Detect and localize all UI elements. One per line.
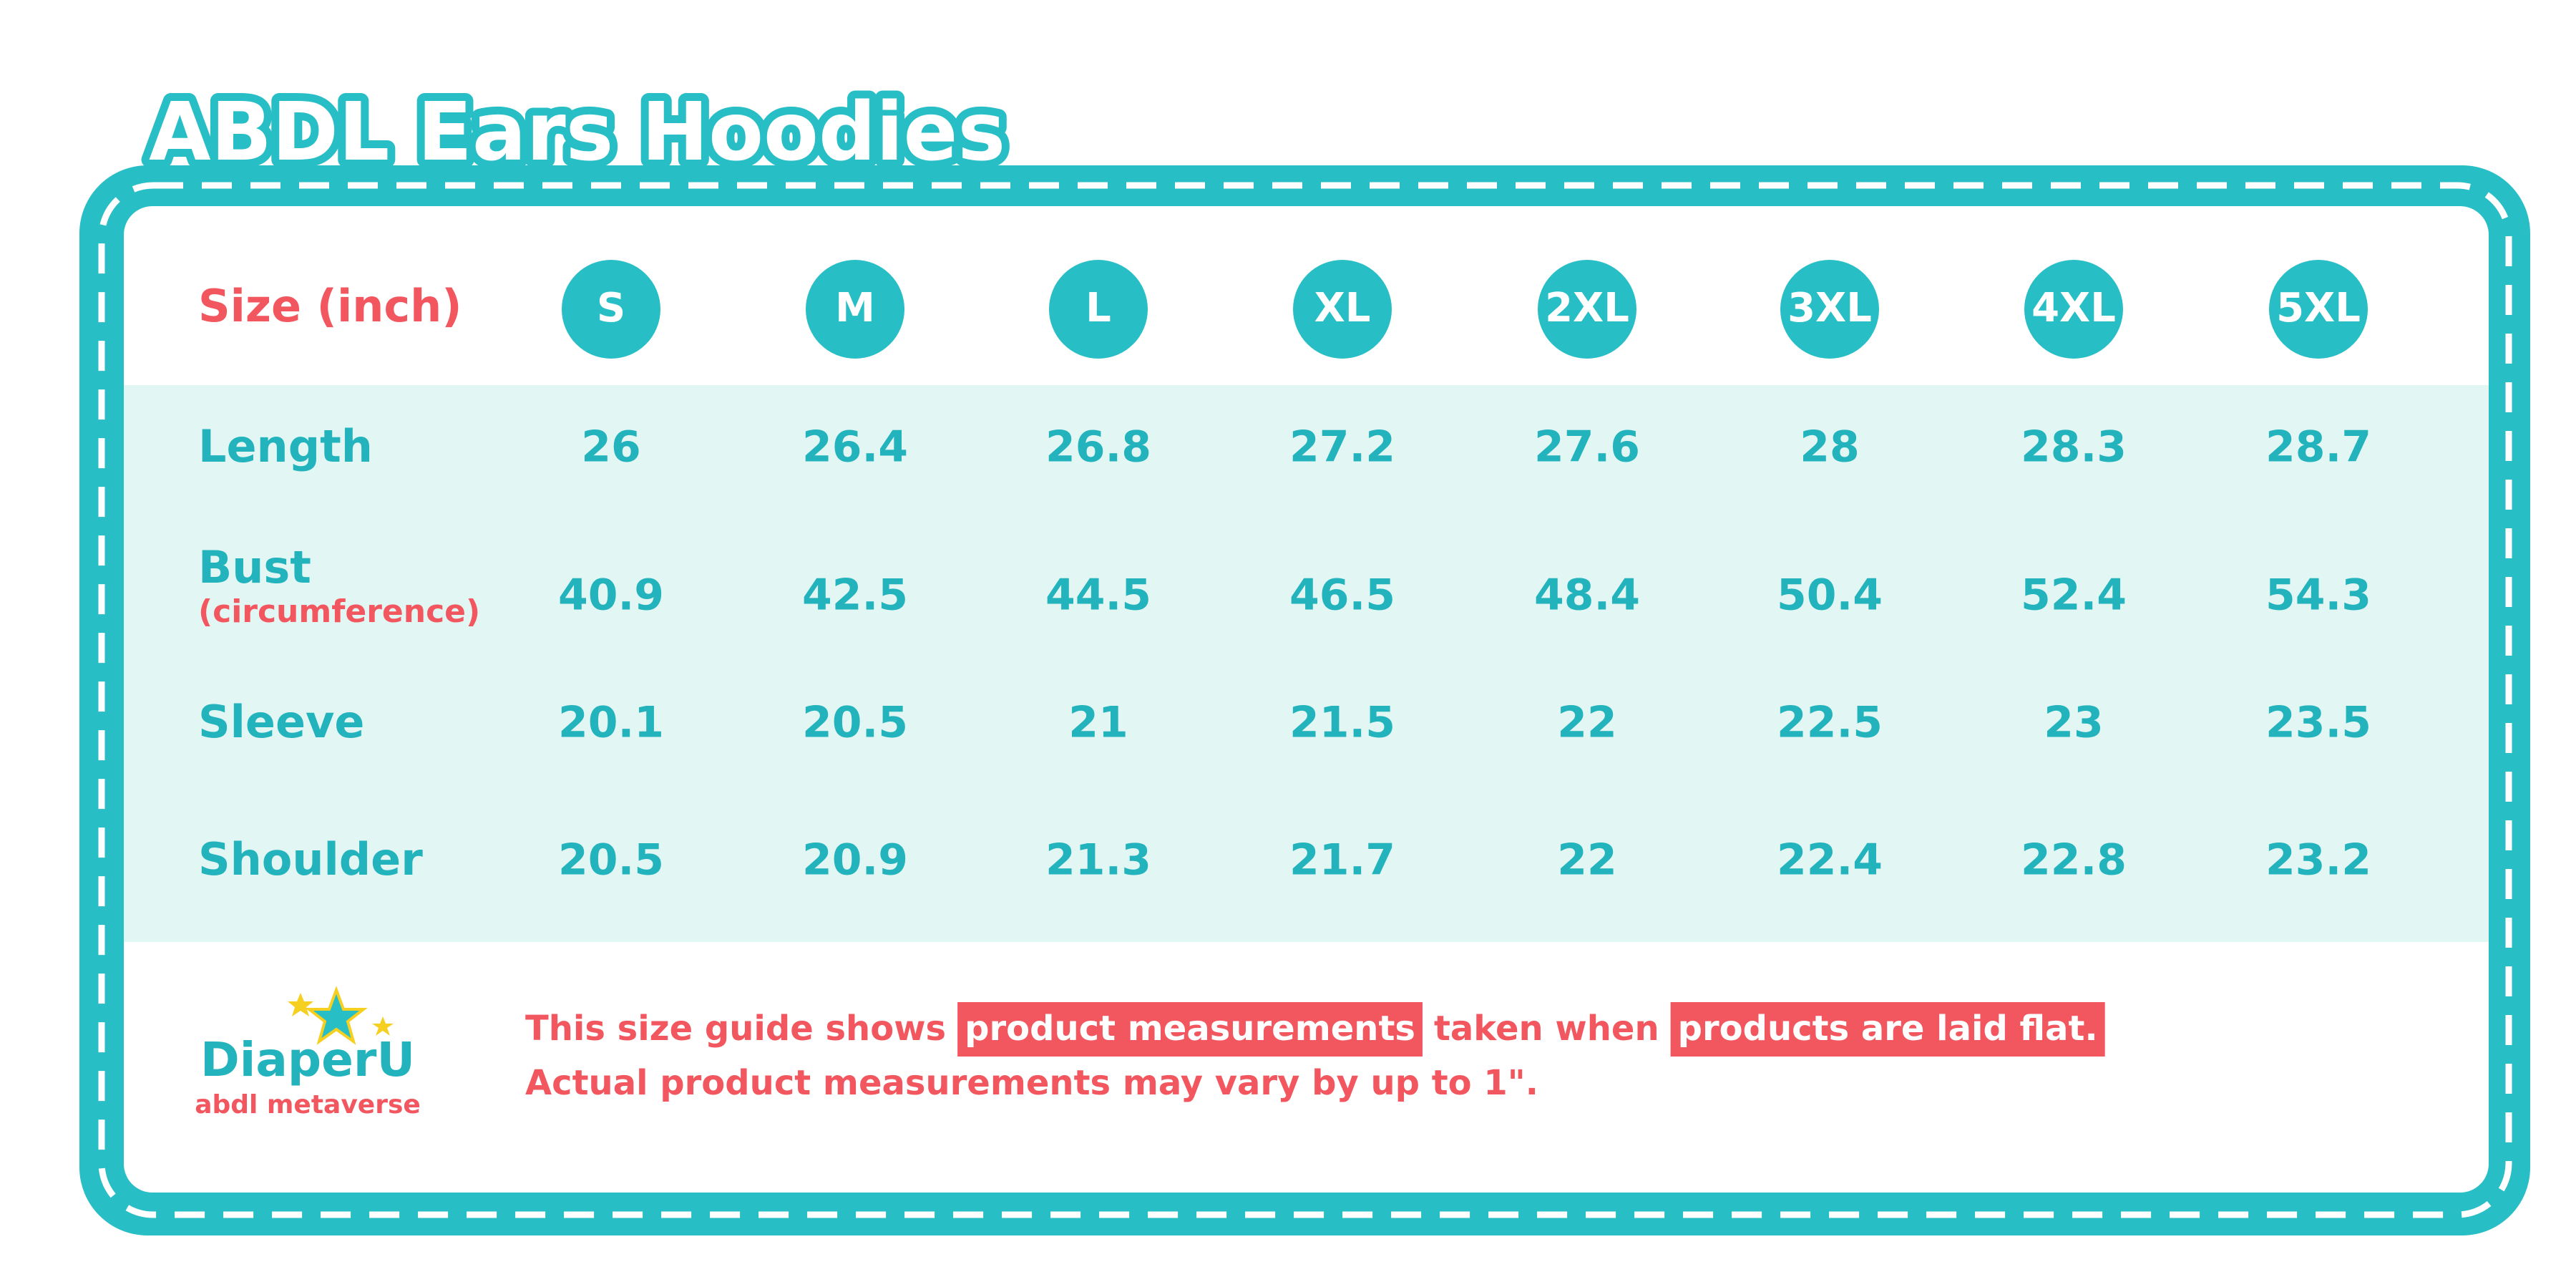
cell-value: 54.3 — [2265, 570, 2371, 621]
cell-value: 28.3 — [2021, 422, 2127, 472]
logo-star-small — [288, 993, 313, 1016]
cell-value: 26 — [581, 422, 641, 472]
highlight — [1670, 1002, 2105, 1057]
row-sublabel: (circumference) — [198, 593, 480, 630]
logo-brand: DiaperU — [200, 1032, 415, 1087]
cell-value: 23 — [2044, 698, 2104, 748]
size-badge — [1293, 260, 1392, 359]
note-segment: products are laid flat. — [1678, 1009, 2098, 1049]
title: ABDL Ears Hoodies — [149, 86, 1005, 179]
cell-value: 27.2 — [1289, 422, 1395, 472]
cell-value: 20.5 — [802, 698, 908, 748]
size-label: XL — [1314, 285, 1371, 331]
cell-value: 40.9 — [558, 570, 664, 621]
cell-value: 21.3 — [1045, 835, 1151, 885]
size-label: 4XL — [2031, 285, 2116, 331]
size-badge — [806, 260, 904, 359]
cell-value: 22 — [1557, 698, 1617, 748]
cell-value: 20.5 — [558, 835, 664, 885]
size-badge — [1780, 260, 1879, 359]
cell-value: 26.8 — [1045, 422, 1151, 472]
size-badge — [2269, 260, 2368, 359]
cell-value: 52.4 — [2021, 570, 2127, 621]
logo: DiaperU abdl metaverse — [195, 986, 421, 1120]
rows: S M L XL 2XL 3XL 4XL 5XL Length 26 26.4 26.8 27.2 27.… — [198, 260, 2371, 885]
row-label: Shoulder — [198, 833, 423, 885]
row-label: Length — [198, 420, 373, 472]
cell-value: 21.7 — [1289, 835, 1395, 885]
cell-value: 28 — [1800, 422, 1860, 472]
corner-label: Size (inch) — [198, 280, 462, 332]
size-label: 3XL — [1787, 285, 1872, 331]
size-badge — [1049, 260, 1148, 359]
cell-value: 23.2 — [2265, 835, 2371, 885]
cell-value: 20.9 — [802, 835, 908, 885]
cell-value: 26.4 — [802, 422, 908, 472]
cell-value: 22.4 — [1777, 835, 1883, 885]
size-badge — [2024, 260, 2123, 359]
cell-value: 27.6 — [1534, 422, 1640, 472]
size-label: 5XL — [2276, 285, 2361, 331]
size-label: S — [597, 285, 625, 331]
highlight — [957, 1002, 1423, 1057]
note-segment: This size guide shows — [525, 1009, 946, 1049]
cell-value: 22 — [1557, 835, 1617, 885]
cell-value: 48.4 — [1534, 570, 1640, 621]
cell-value: 22.5 — [1777, 698, 1883, 748]
row-label: Sleeve — [198, 696, 364, 748]
cell-value: 46.5 — [1289, 570, 1395, 621]
data-band — [124, 385, 2489, 942]
logo-star — [305, 986, 368, 1045]
note-segment: taken when — [1434, 1009, 1659, 1049]
logo-star-small — [372, 1016, 394, 1036]
cell-value: 50.4 — [1777, 570, 1883, 621]
cell-value: 20.1 — [558, 698, 664, 748]
note-segment: product measurements — [965, 1009, 1415, 1049]
logo-tagline: abdl metaverse — [195, 1090, 421, 1120]
cell-value: 44.5 — [1045, 570, 1151, 621]
note: This size guide shows product measurement… — [525, 1002, 2105, 1103]
cell-value: 21.5 — [1289, 698, 1395, 748]
cell-value: 22.8 — [2021, 835, 2127, 885]
size-label: L — [1085, 285, 1111, 331]
dashed-border — [98, 182, 2512, 1218]
row-label: Bust — [198, 541, 311, 593]
size-badge — [1538, 260, 1636, 359]
cell-value: 21 — [1068, 698, 1128, 748]
size-label: M — [835, 285, 875, 331]
note-line2: Actual product measurements may vary by … — [525, 1063, 1538, 1103]
cell-value: 42.5 — [802, 570, 908, 621]
size-label: 2XL — [1545, 285, 1629, 331]
size-badge — [562, 260, 660, 359]
cell-value: 28.7 — [2265, 422, 2371, 472]
cell-value: 23.5 — [2265, 698, 2371, 748]
